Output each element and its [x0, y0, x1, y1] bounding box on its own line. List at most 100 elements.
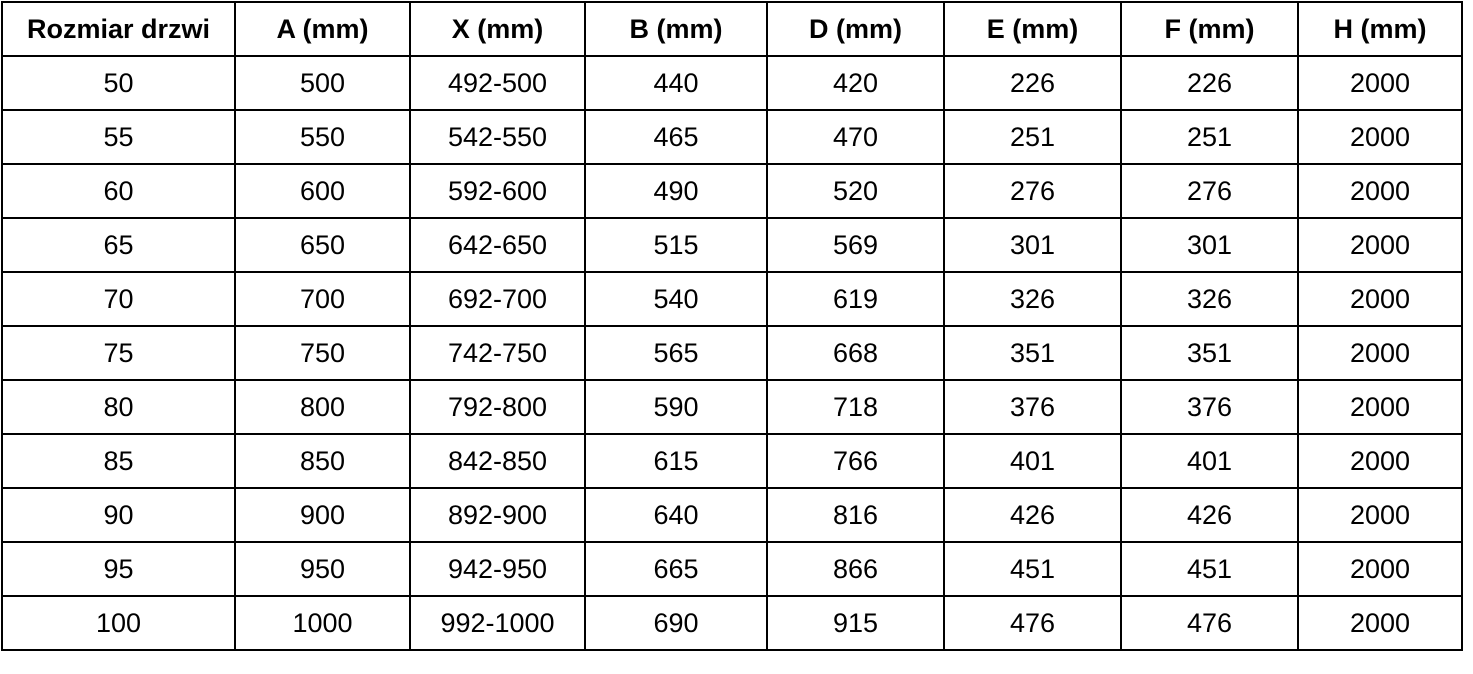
table-cell: 476 [943, 595, 1122, 651]
table-cell: 2000 [1297, 55, 1463, 111]
table-cell: 850 [234, 433, 411, 489]
column-header-f-mm: F (mm) [1120, 1, 1299, 57]
table-cell: 792-800 [409, 379, 586, 435]
table-cell: 766 [766, 433, 945, 489]
table-cell: 50 [1, 55, 236, 111]
table-cell: 892-900 [409, 487, 586, 543]
table-cell: 401 [943, 433, 1122, 489]
table-cell: 2000 [1297, 163, 1463, 219]
table-cell: 750 [234, 325, 411, 381]
table-cell: 226 [943, 55, 1122, 111]
table-cell: 60 [1, 163, 236, 219]
column-header-d-mm: D (mm) [766, 1, 945, 57]
table-cell: 742-750 [409, 325, 586, 381]
table-cell: 351 [1120, 325, 1299, 381]
table-cell: 700 [234, 271, 411, 327]
column-header-e-mm: E (mm) [943, 1, 1122, 57]
table-cell: 276 [1120, 163, 1299, 219]
column-header-b-mm: B (mm) [584, 1, 768, 57]
table-cell: 301 [943, 217, 1122, 273]
table-cell: 650 [234, 217, 411, 273]
table-cell: 915 [766, 595, 945, 651]
table-cell: 440 [584, 55, 768, 111]
table-row: 75 750 742-750 565 668 351 351 2000 [1, 325, 1463, 381]
table-cell: 451 [943, 541, 1122, 597]
column-header-a-mm: A (mm) [234, 1, 411, 57]
table-cell: 950 [234, 541, 411, 597]
table-cell: 490 [584, 163, 768, 219]
header-row: Rozmiar drzwi A (mm) X (mm) B (mm) D (mm… [1, 1, 1463, 57]
table-body: 50 500 492-500 440 420 226 226 2000 55 550 542-550… [1, 55, 1463, 651]
table-cell: 75 [1, 325, 236, 381]
table-cell: 2000 [1297, 541, 1463, 597]
table-cell: 692-700 [409, 271, 586, 327]
table-cell: 2000 [1297, 379, 1463, 435]
table-cell: 619 [766, 271, 945, 327]
table-row: 85 850 842-850 615 766 401 401 2000 [1, 433, 1463, 489]
table-cell: 55 [1, 109, 236, 165]
table-cell: 376 [1120, 379, 1299, 435]
table-cell: 2000 [1297, 433, 1463, 489]
table-cell: 401 [1120, 433, 1299, 489]
table-cell: 251 [1120, 109, 1299, 165]
table-row: 80 800 792-800 590 718 376 376 2000 [1, 379, 1463, 435]
table-cell: 2000 [1297, 595, 1463, 651]
table-cell: 542-550 [409, 109, 586, 165]
table-cell: 592-600 [409, 163, 586, 219]
table-cell: 351 [943, 325, 1122, 381]
table-cell: 992-1000 [409, 595, 586, 651]
table-cell: 301 [1120, 217, 1299, 273]
table-cell: 326 [943, 271, 1122, 327]
table-cell: 600 [234, 163, 411, 219]
table-cell: 500 [234, 55, 411, 111]
table-cell: 2000 [1297, 271, 1463, 327]
table-row: 70 700 692-700 540 619 326 326 2000 [1, 271, 1463, 327]
table-cell: 718 [766, 379, 945, 435]
table-cell: 95 [1, 541, 236, 597]
table-cell: 520 [766, 163, 945, 219]
table-cell: 615 [584, 433, 768, 489]
table-cell: 550 [234, 109, 411, 165]
table-cell: 90 [1, 487, 236, 543]
table-cell: 642-650 [409, 217, 586, 273]
table-cell: 100 [1, 595, 236, 651]
table-cell: 2000 [1297, 325, 1463, 381]
table-cell: 668 [766, 325, 945, 381]
table-cell: 515 [584, 217, 768, 273]
table-cell: 326 [1120, 271, 1299, 327]
table-cell: 842-850 [409, 433, 586, 489]
table-cell: 65 [1, 217, 236, 273]
table-cell: 942-950 [409, 541, 586, 597]
table-cell: 276 [943, 163, 1122, 219]
table-cell: 565 [584, 325, 768, 381]
table-cell: 665 [584, 541, 768, 597]
column-header-h-mm: H (mm) [1297, 1, 1463, 57]
table-cell: 451 [1120, 541, 1299, 597]
table-row: 95 950 942-950 665 866 451 451 2000 [1, 541, 1463, 597]
table-row: 100 1000 992-1000 690 915 476 476 2000 [1, 595, 1463, 651]
table-cell: 1000 [234, 595, 411, 651]
table-cell: 426 [1120, 487, 1299, 543]
table-cell: 690 [584, 595, 768, 651]
table-cell: 465 [584, 109, 768, 165]
table-cell: 251 [943, 109, 1122, 165]
table-cell: 492-500 [409, 55, 586, 111]
table-row: 50 500 492-500 440 420 226 226 2000 [1, 55, 1463, 111]
table-cell: 640 [584, 487, 768, 543]
table-cell: 866 [766, 541, 945, 597]
table-cell: 420 [766, 55, 945, 111]
column-header-x-mm: X (mm) [409, 1, 586, 57]
table-cell: 569 [766, 217, 945, 273]
table-cell: 376 [943, 379, 1122, 435]
table-cell: 2000 [1297, 217, 1463, 273]
table-row: 90 900 892-900 640 816 426 426 2000 [1, 487, 1463, 543]
table-row: 65 650 642-650 515 569 301 301 2000 [1, 217, 1463, 273]
table-cell: 816 [766, 487, 945, 543]
table-cell: 226 [1120, 55, 1299, 111]
table-row: 55 550 542-550 465 470 251 251 2000 [1, 109, 1463, 165]
table-cell: 540 [584, 271, 768, 327]
table-cell: 590 [584, 379, 768, 435]
column-header-rozmiar-drzwi: Rozmiar drzwi [1, 1, 236, 57]
table-cell: 426 [943, 487, 1122, 543]
table-cell: 476 [1120, 595, 1299, 651]
